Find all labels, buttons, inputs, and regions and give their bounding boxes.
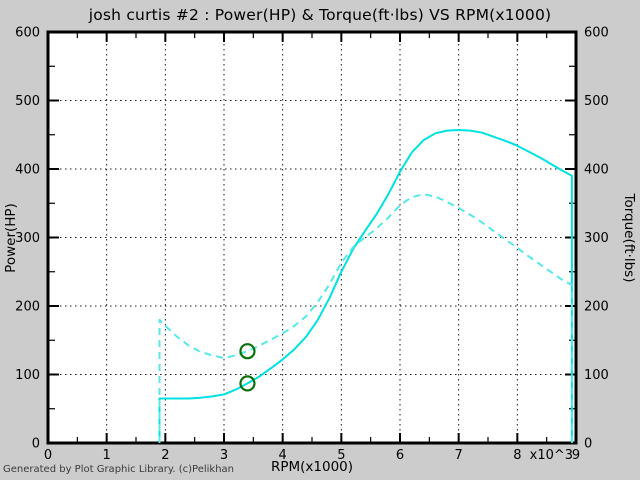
curves [158,129,573,443]
footer-credit: Generated by Plot Graphic Library. (c)Pe… [3,464,235,475]
data-point-marker [239,343,256,360]
plot-area [46,30,578,445]
x-tick-label: 0 [44,448,52,463]
x-tick-label: 7 [455,448,463,463]
x-tick-label: 9 [572,448,580,463]
x-axis-label: RPM(x1000) [271,459,353,475]
right-y-tick-label: 0 [584,437,592,452]
right-y-tick-label: 400 [584,163,609,178]
left-y-tick-label: 300 [15,231,40,246]
x-tick-label: 8 [513,448,521,463]
left-y-tick-label: 100 [15,368,40,383]
x-tick-label: 3 [220,448,228,463]
axis-ticks [49,33,575,442]
x-tick-label: 6 [396,448,404,463]
left-y-tick-label: 600 [15,26,40,41]
torque-curve [158,193,573,443]
left-y-tick-label: 400 [15,163,40,178]
x-tick-label: 5 [337,448,345,463]
right-axis-label: Torque(ft·lbs) [621,193,637,283]
chart-title: josh curtis #2 : Power(HP) & Torque(ft·l… [88,6,552,24]
left-axis-label: Power(HP) [3,203,19,273]
left-y-tick-label: 500 [15,94,40,109]
right-y-tick-label: 300 [584,231,609,246]
data-point-marker [239,375,256,392]
right-y-tick-label: 200 [584,300,609,315]
x-axis-exponent-label: x10^3 [530,448,573,463]
left-y-tick-label: 0 [32,437,40,452]
x-tick-label: 2 [161,448,169,463]
plot-frame [46,30,578,445]
x-tick-label: 1 [103,448,111,463]
x-tick-label: 4 [279,448,287,463]
left-y-tick-label: 200 [15,300,40,315]
right-y-tick-label: 600 [584,26,609,41]
data-point-markers [239,343,256,392]
right-y-tick-label: 100 [584,368,609,383]
right-y-tick-label: 500 [584,94,609,109]
power-curve [158,129,573,443]
